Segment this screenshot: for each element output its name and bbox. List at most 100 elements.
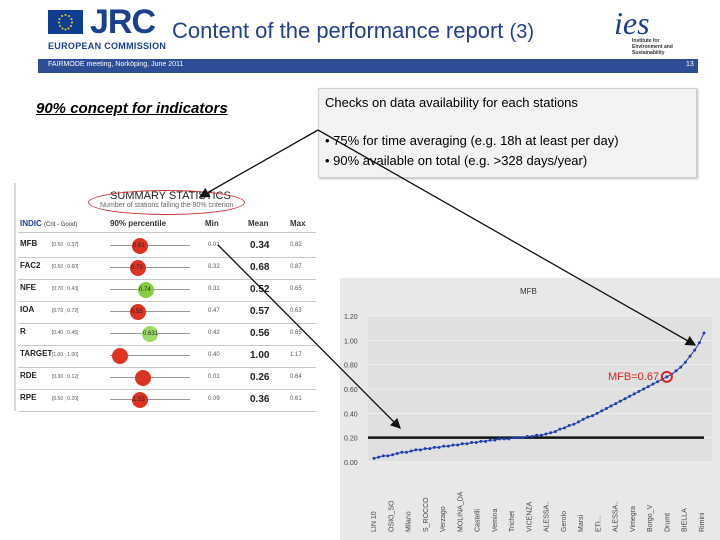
x-tick-label: Castelli: [475, 509, 482, 532]
stats-row-track: [110, 311, 190, 312]
stats-row-marker-value: 0.73: [131, 265, 143, 271]
mfb-data-point: [484, 439, 488, 443]
x-tick-label: Rimini: [699, 512, 706, 532]
stats-row-indicator-dot: [132, 392, 148, 408]
stats-row-min: 0.32: [208, 264, 220, 270]
stats-row-mean: 0.68: [250, 262, 270, 273]
mfb-data-point: [525, 434, 529, 438]
stats-row-range: [0.40 ; 0.45]: [52, 330, 79, 336]
mfb-data-point: [446, 444, 450, 448]
mfb-data-point: [470, 441, 474, 445]
stats-row-max: 0.63: [290, 308, 302, 314]
stats-row-max: 0.65: [290, 330, 302, 336]
european-commission-label: EUROPEAN COMMISSION: [48, 41, 167, 51]
mfb-data-point: [632, 392, 636, 396]
mfb-data-point: [614, 402, 618, 406]
checks-item: • 90% available on total (e.g. >328 days…: [325, 153, 588, 168]
y-tick-label: 0.80: [344, 363, 358, 370]
mfb-data-point: [577, 420, 581, 424]
stats-row-label: MFB: [20, 239, 38, 248]
mfb-data-point: [502, 437, 506, 441]
arrow-from-mfb-row: [217, 244, 401, 429]
stats-row-max: 0.64: [290, 374, 302, 380]
stats-row-min: 0.42: [208, 330, 220, 336]
mfb-data-point: [651, 382, 655, 386]
mfb-data-point: [437, 445, 441, 449]
mfb-data-point: [604, 406, 608, 410]
x-tick-label: Borgo_V: [647, 504, 654, 532]
stats-row-indicator-dot: [130, 260, 146, 276]
arrow-to-summary: [198, 129, 319, 198]
stats-row-range: [0.50 ; 0.37]: [52, 242, 79, 248]
col-header-max: Max: [290, 219, 306, 228]
stats-row-range: [0.70 ; 0.43]: [52, 286, 79, 292]
mfb-data-point: [377, 455, 381, 459]
mfb-data-point: [642, 387, 646, 391]
mfb-data-point: [428, 447, 432, 451]
mfb-data-point: [637, 389, 641, 393]
stats-row-divider: [18, 323, 316, 324]
checks-callout-box: [318, 88, 697, 178]
meeting-subheader: FAIRMODE meeting, Norköping, June 2011: [48, 61, 184, 68]
mfb-data-point: [656, 380, 660, 384]
stats-row-range: [1.00 ; 1.00]: [52, 352, 79, 358]
ies-logo-letters: ies: [614, 5, 650, 40]
mfb-data-point: [623, 397, 627, 401]
mfb-data-point: [474, 441, 478, 445]
stats-row-divider: [18, 345, 316, 346]
mfb-data-point: [516, 436, 520, 440]
col-header-indic: INDIC (Crit - Good): [20, 219, 77, 228]
x-tick-label: BIELLA: [682, 508, 689, 532]
mfb-data-point: [600, 409, 604, 413]
stats-row-marker-value: 0.55: [131, 309, 143, 315]
x-tick-label: Marsi: [578, 514, 585, 532]
stats-row-max: 1.17: [290, 352, 302, 358]
stats-row-min: 0.01: [208, 374, 220, 380]
stats-row-max: 0.87: [290, 264, 302, 270]
stats-row-range: [0.70 ; 0.72]: [52, 308, 79, 314]
stats-row-divider: [18, 257, 316, 258]
stats-row-label: RDE: [20, 371, 37, 380]
stats-row-divider: [18, 301, 316, 302]
mfb-data-point: [479, 439, 483, 443]
stats-row-mean: 0.36: [250, 394, 270, 405]
y-tick-label: 1.20: [344, 314, 358, 321]
stats-row-marker-value: 1.53: [133, 397, 145, 403]
x-tick-label: Vimegra: [630, 506, 637, 532]
stats-row-marker-value: 0.74: [139, 287, 151, 293]
col-header-min: Min: [205, 219, 219, 228]
y-tick-label: 1.00: [344, 338, 358, 345]
ies-caption: Institute for Environment and Sustainabi…: [632, 38, 673, 56]
x-tick-label: Trichet: [509, 511, 516, 532]
stats-row-indicator-dot: [130, 304, 146, 320]
y-tick-label: 0.00: [344, 460, 358, 467]
stats-row-label: IOA: [20, 305, 35, 314]
mfb-annotation-label: MFB=0.67: [608, 371, 659, 383]
stats-row-divider: [18, 367, 316, 368]
x-tick-label: Vemina: [492, 509, 499, 532]
page-number: 13: [686, 61, 694, 68]
mfb-data-point: [549, 431, 553, 435]
checks-item: • 75% for time averaging (e.g. 18h at le…: [325, 133, 619, 148]
col-header-percentile: 90% percentile: [110, 219, 167, 228]
mfb-data-point: [488, 438, 492, 442]
stats-row-label: RPE: [20, 393, 37, 402]
stats-row-min: 0.40: [208, 352, 220, 358]
mfb-data-point: [544, 432, 548, 436]
mfb-data-point: [697, 341, 701, 345]
mfb-data-point: [381, 454, 385, 458]
ies-caption-line: Institute for: [632, 38, 660, 44]
mfb-data-point: [628, 394, 632, 398]
stats-row-label: NFE: [20, 283, 36, 292]
col-header-indic-sub: (Crit - Good): [44, 222, 78, 228]
mfb-data-point: [683, 360, 687, 364]
x-tick-label: ALESSA..: [613, 501, 620, 532]
stats-row-marker-value: 0.61: [133, 243, 145, 249]
stats-row-range: [0.50 ; 0.60]: [52, 264, 79, 270]
stats-row-mean: 0.26: [250, 372, 270, 383]
x-tick-label: Drumt: [664, 513, 671, 532]
x-tick-label: OSIO_SO: [388, 500, 395, 532]
mfb-data-point: [372, 456, 376, 460]
jrc-logo-text: JRC: [90, 3, 156, 41]
mfb-data-point: [558, 427, 562, 431]
